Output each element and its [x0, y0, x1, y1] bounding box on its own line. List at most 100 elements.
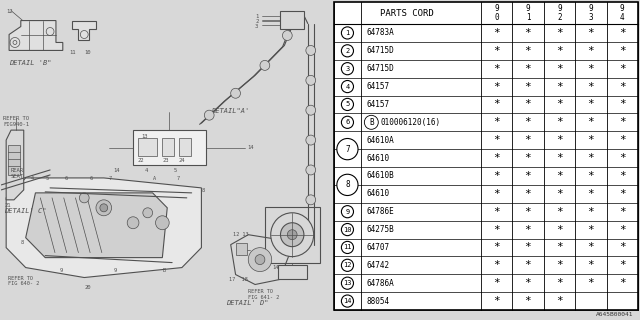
- Text: 14: 14: [273, 265, 279, 269]
- Text: *: *: [556, 28, 563, 38]
- Circle shape: [341, 116, 353, 128]
- Text: *: *: [619, 82, 626, 92]
- Text: 14: 14: [343, 298, 352, 304]
- Text: FIG 640- 2: FIG 640- 2: [8, 281, 40, 285]
- Text: 21: 21: [4, 203, 11, 208]
- Text: *: *: [525, 100, 531, 109]
- Text: *: *: [493, 189, 500, 199]
- Text: *: *: [619, 260, 626, 270]
- Text: 7: 7: [177, 176, 180, 181]
- Text: 12: 12: [6, 9, 13, 14]
- Text: *: *: [556, 207, 563, 217]
- Text: 64275B: 64275B: [366, 225, 394, 234]
- Text: *: *: [556, 225, 563, 235]
- Text: *: *: [556, 171, 563, 181]
- Text: 010006120(16): 010006120(16): [380, 118, 440, 127]
- Text: 12: 12: [343, 262, 352, 268]
- Text: REFER TO: REFER TO: [8, 276, 33, 281]
- Text: 6: 6: [65, 176, 68, 181]
- Text: 64610A: 64610A: [366, 136, 394, 145]
- Text: 11: 11: [343, 244, 352, 251]
- Text: 3: 3: [346, 66, 349, 72]
- Text: *: *: [588, 82, 594, 92]
- Text: *: *: [556, 100, 563, 109]
- Text: *: *: [556, 278, 563, 288]
- Text: *: *: [556, 296, 563, 306]
- Circle shape: [341, 277, 353, 289]
- Text: 9: 9: [113, 268, 116, 273]
- Text: 19: 19: [280, 275, 285, 280]
- Text: *: *: [493, 171, 500, 181]
- Bar: [133, 130, 206, 165]
- Text: *: *: [588, 117, 594, 127]
- Circle shape: [306, 75, 316, 85]
- Polygon shape: [72, 20, 96, 41]
- Text: *: *: [556, 64, 563, 74]
- Text: 64715D: 64715D: [366, 64, 394, 73]
- Text: 13: 13: [343, 280, 352, 286]
- Circle shape: [306, 195, 316, 205]
- Text: *: *: [493, 207, 500, 217]
- Text: *: *: [493, 64, 500, 74]
- Text: *: *: [588, 171, 594, 181]
- Bar: [278, 265, 307, 278]
- Circle shape: [341, 241, 353, 253]
- Text: *: *: [556, 46, 563, 56]
- Polygon shape: [9, 20, 63, 51]
- Text: *: *: [525, 189, 531, 199]
- Text: *: *: [619, 135, 626, 145]
- Circle shape: [341, 27, 353, 39]
- Polygon shape: [26, 193, 167, 258]
- Text: *: *: [493, 153, 500, 163]
- Circle shape: [341, 45, 353, 57]
- Text: 64610: 64610: [366, 189, 390, 198]
- Text: 10: 10: [84, 51, 91, 55]
- Circle shape: [100, 204, 108, 212]
- Text: 9: 9: [60, 268, 63, 273]
- Circle shape: [341, 206, 353, 218]
- Text: *: *: [525, 135, 531, 145]
- Text: *: *: [493, 100, 500, 109]
- Text: 64715D: 64715D: [366, 46, 394, 55]
- Text: 23: 23: [163, 158, 169, 163]
- Text: 1: 1: [255, 13, 259, 19]
- Text: *: *: [619, 64, 626, 74]
- Text: 12 13: 12 13: [233, 232, 248, 237]
- Text: *: *: [619, 171, 626, 181]
- Text: *: *: [588, 207, 594, 217]
- Text: PARTS CORD: PARTS CORD: [380, 9, 434, 18]
- Text: *: *: [525, 82, 531, 92]
- Text: 14: 14: [113, 168, 120, 173]
- Circle shape: [156, 216, 169, 230]
- Text: 8: 8: [345, 180, 349, 189]
- Text: 9: 9: [346, 209, 349, 215]
- Text: *: *: [493, 260, 500, 270]
- Text: DETAIL' C": DETAIL' C": [4, 208, 47, 214]
- Text: *: *: [619, 28, 626, 38]
- Text: *: *: [525, 171, 531, 181]
- Text: A: A: [152, 176, 156, 181]
- Text: *: *: [525, 243, 531, 252]
- Text: 8: 8: [21, 240, 24, 245]
- Text: 9
0: 9 0: [494, 4, 499, 22]
- Circle shape: [282, 30, 292, 41]
- Text: 64157: 64157: [366, 82, 390, 91]
- Circle shape: [341, 223, 353, 236]
- Text: 88054: 88054: [366, 297, 390, 306]
- Text: *: *: [525, 260, 531, 270]
- Bar: [179, 138, 191, 156]
- Circle shape: [143, 208, 152, 218]
- Text: *: *: [493, 135, 500, 145]
- Text: 24: 24: [179, 158, 186, 163]
- Text: 10: 10: [343, 227, 352, 233]
- Text: 4: 4: [346, 84, 349, 90]
- Text: B: B: [163, 268, 166, 273]
- Text: *: *: [525, 28, 531, 38]
- Text: *: *: [493, 28, 500, 38]
- Text: *: *: [588, 135, 594, 145]
- Text: 64610: 64610: [366, 154, 390, 163]
- Circle shape: [79, 193, 89, 203]
- Circle shape: [341, 63, 353, 75]
- Text: 22: 22: [138, 158, 145, 163]
- Text: REAR: REAR: [11, 168, 24, 173]
